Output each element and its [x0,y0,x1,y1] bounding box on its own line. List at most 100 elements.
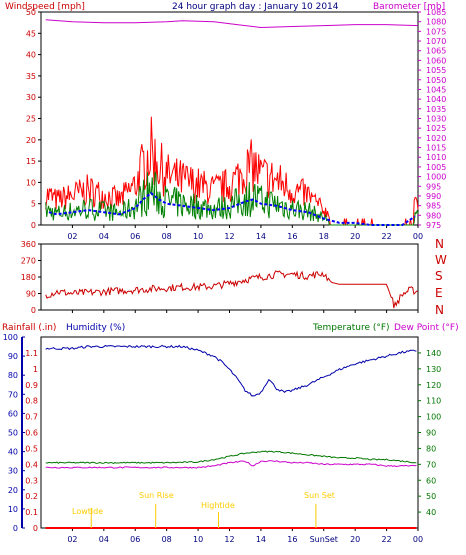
sunrise-annotation: Sun Rise [139,491,174,500]
rainfall-tick-label: 1 [33,365,38,374]
barometer-tick-label: 1065 [426,47,446,56]
dewpoint-label: Dew Point (°F) [394,323,459,333]
sunset-annotation: Sun Set [304,491,335,500]
x-tick-label: 08 [162,232,172,241]
humidity-tick-label: 80 [8,371,18,380]
direction-tick-label: 90 [26,290,36,299]
temperature-tick-label: 130 [426,365,441,374]
x-tick-label: 14 [256,535,266,544]
temperature-line [45,450,417,464]
barometer-tick-label: 1055 [426,66,446,75]
humidity-tick-label: 40 [8,448,18,457]
lowtide-annotation: Lowtide [72,507,103,516]
rainfall-label: Rainfall (.in) [2,323,56,333]
barometer-line [45,19,419,29]
x-tick-label: 20 [350,232,360,241]
x-tick-label: 22 [381,535,391,544]
barometer-tick-label: 1015 [426,144,446,153]
humidity-tick-label: 50 [8,429,18,438]
windspeed-tick-label: 20 [26,136,36,145]
temperature-tick-label: 40 [426,508,436,517]
wind-direction-panel: 0 90 180 270 360 [21,240,419,315]
barometer-tick-label: 990 [426,192,441,201]
hightide-annotation: Hightide [201,501,235,510]
temperature-label: Temperature (°F) [312,323,390,333]
barometer-tick-label: 1020 [426,134,446,143]
rainfall-tick-label: 0.3 [25,476,38,485]
barometer-tick-label: 1000 [426,173,446,182]
windspeed-tick-label: 25 [26,115,36,124]
windspeed-tick-label: 10 [26,178,36,187]
x-tick-label: 20 [350,535,360,544]
direction-label-n-bottom: N [435,303,444,317]
temperature-tick-label: 100 [426,413,441,422]
direction-tick-label: 180 [21,273,36,282]
wind-direction-line [45,270,418,309]
x-tick-label: 18 [319,232,329,241]
graph-title: 24 hour graph day : January 10 2014 [172,2,339,12]
temperature-tick-label: 70 [426,460,436,469]
barometer-tick-label: 985 [426,202,441,211]
rainfall-tick-label: 0.5 [25,444,38,453]
x-tick-label: 16 [287,535,297,544]
x-tick-label: 16 [287,232,297,241]
humidity-tick-label: 90 [8,352,18,361]
x-tick-label: 04 [99,535,109,544]
x-tick-label: 10 [193,535,203,544]
wind-barometer-panel: 0510152025303540455097598098599099510001… [26,8,447,241]
rainfall-tick-label: 0.2 [25,492,38,501]
rainfall-tick-label: 0.8 [25,397,38,406]
x-tick-label: 22 [381,232,391,241]
rainfall-tick-label: 0 [33,524,38,533]
barometer-tick-label: 1005 [426,163,446,172]
barometer-tick-label: 1030 [426,115,446,124]
direction-tick-label: 0 [31,306,36,315]
x-tick-label: 10 [193,232,203,241]
barometer-tick-label: 995 [426,182,441,191]
barometer-tick-label: 1085 [426,8,446,17]
temperature-tick-label: 140 [426,349,441,358]
humidity-tick-label: 60 [8,409,18,418]
barometer-tick-label: 1050 [426,76,446,85]
direction-label-n-top: N [435,237,444,251]
humidity-tick-label: 0 [13,524,18,533]
windspeed-tick-label: 45 [26,29,36,38]
windspeed-tick-label: 40 [26,51,36,60]
rainfall-tick-label: 1.1 [25,349,38,358]
windspeed-trend-line [48,191,416,226]
x-tick-label: 14 [256,232,266,241]
rainfall-tick-label: 0.9 [25,381,38,390]
windspeed-average-line [45,171,419,226]
x-tick-label: 00 [413,535,423,544]
temperature-tick-label: 90 [426,429,436,438]
direction-tick-label: 270 [21,257,36,266]
barometer-tick-label: 1070 [426,37,446,46]
x-tick-label: 04 [99,232,109,241]
barometer-tick-label: 1045 [426,85,446,94]
windspeed-tick-label: 15 [26,157,36,166]
humidity-tick-label: 30 [8,467,18,476]
humidity-tick-label: 100 [3,333,18,342]
barometer-tick-label: 1035 [426,105,446,114]
x-tick-label: SunSet [310,535,338,544]
barometer-tick-label: 1080 [426,18,446,27]
barometer-tick-label: 980 [426,211,441,220]
humidity-tick-label: 20 [8,486,18,495]
direction-tick-label: 360 [21,240,36,249]
windspeed-tick-label: 0 [31,221,36,230]
x-tick-label: 06 [130,535,140,544]
windspeed-label: Windspeed [mph] [5,2,85,12]
direction-label-w: W [435,253,447,267]
humidity-line [45,344,417,397]
x-tick-label: 12 [224,535,234,544]
x-tick-label: 02 [67,232,77,241]
barometer-tick-label: 1060 [426,56,446,65]
x-tick-label: 08 [162,535,172,544]
temperature-tick-label: 110 [426,397,441,406]
humidity-tick-label: 70 [8,390,18,399]
humidity-temperature-panel: 010203040506070809010000.10.20.30.40.50.… [3,333,442,544]
temperature-tick-label: 50 [426,492,436,501]
barometer-tick-label: 1075 [426,27,446,36]
windspeed-tick-label: 35 [26,72,36,81]
barometer-label: Barometer [mb] [373,2,445,12]
